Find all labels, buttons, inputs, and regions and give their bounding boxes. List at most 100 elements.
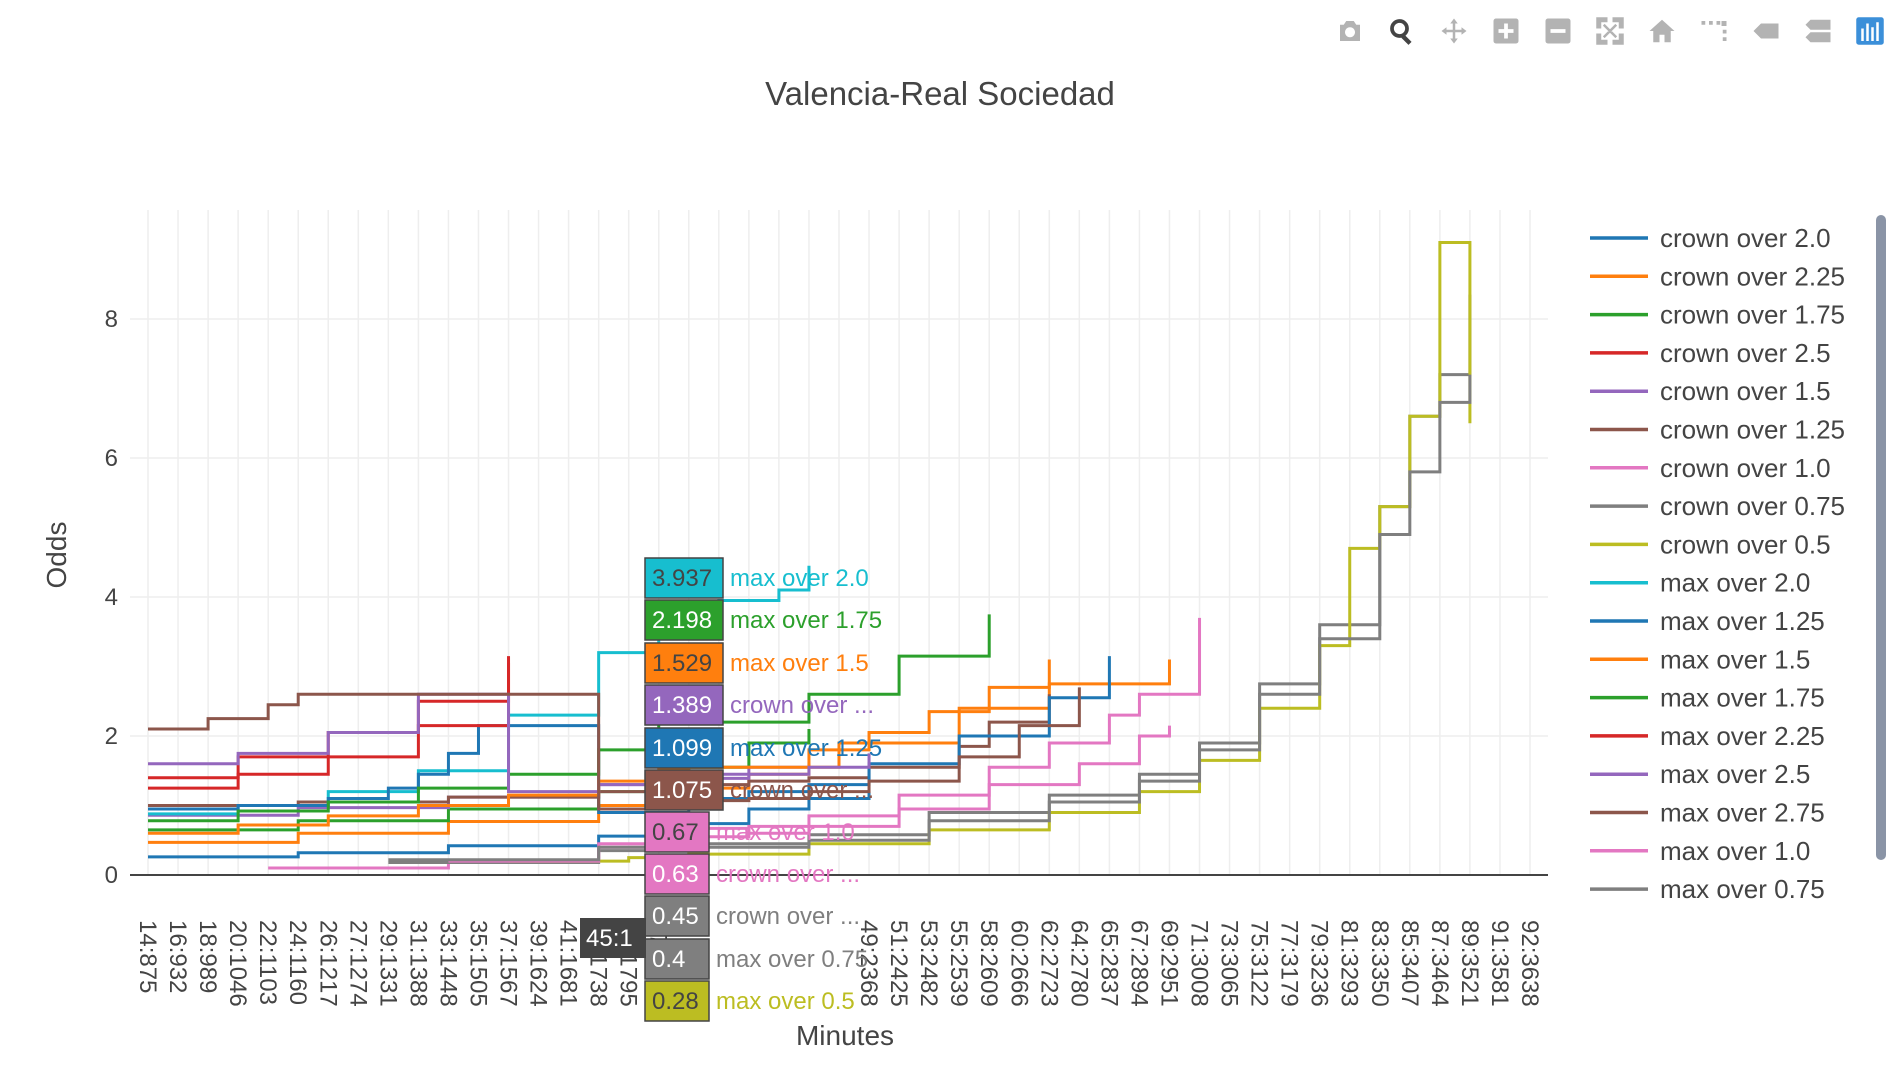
hover-label-name: max over 0.75: [716, 946, 868, 973]
hover-label-name: crown over ...: [716, 903, 860, 930]
hover-label-value: 0.67: [652, 819, 699, 846]
legend-item-label[interactable]: crown over 1.5: [1660, 376, 1831, 406]
x-tick-label: 60:2666: [1005, 920, 1032, 1007]
y-tick-label: 0: [105, 862, 118, 889]
x-tick-label: 85:3407: [1396, 920, 1423, 1007]
autoscale-icon[interactable]: [1593, 14, 1627, 48]
hover-label: 1.099 max over 1.25: [644, 727, 882, 769]
x-hover-text: 45:1: [586, 925, 633, 952]
legend-item-label[interactable]: max over 2.5: [1660, 759, 1810, 789]
hover-label-value: 1.389: [652, 692, 712, 719]
legend-scrollbar[interactable]: [1876, 215, 1886, 860]
legend-item-label[interactable]: crown over 0.75: [1660, 491, 1845, 521]
legend-item-label[interactable]: max over 2.75: [1660, 798, 1825, 828]
legend-item-label[interactable]: max over 2.0: [1660, 568, 1810, 598]
hover-label-value: 0.45: [652, 903, 699, 930]
hover-label-name: max over 2.0: [730, 565, 869, 592]
legend[interactable]: crown over 2.0 crown over 2.25 crown over …: [1590, 223, 1845, 904]
x-tick-label: 81:3293: [1336, 920, 1363, 1007]
x-tick-label: 27:1274: [344, 920, 371, 1007]
x-tick-label: 67:2894: [1125, 920, 1152, 1007]
legend-item-label[interactable]: crown over 2.0: [1660, 223, 1831, 253]
y-tick-label: 6: [105, 445, 118, 472]
hover-label: 3.937 max over 2.0: [644, 557, 869, 599]
x-tick-label: 49:2368: [855, 920, 882, 1007]
hover-label-name: max over 0.5: [716, 988, 855, 1015]
series-line[interactable]: [148, 694, 1051, 807]
hover-label-value: 1.529: [652, 650, 712, 677]
legend-item-label[interactable]: max over 1.25: [1660, 606, 1825, 636]
series-line[interactable]: [148, 663, 511, 790]
legend-item-label[interactable]: max over 1.5: [1660, 644, 1810, 674]
x-tick-label: 89:3521: [1456, 920, 1483, 1007]
y-axis-ticks: 0 2 4 6 8: [105, 306, 118, 889]
legend-item-label[interactable]: crown over 2.25: [1660, 261, 1845, 291]
legend-item-label[interactable]: crown over 1.25: [1660, 415, 1845, 445]
x-tick-label: 24:1160: [284, 920, 311, 1005]
hover-label-box: [644, 642, 724, 684]
hover-label-box: [644, 599, 724, 641]
hover-label-box: [644, 980, 710, 1022]
legend-item-label[interactable]: crown over 2.5: [1660, 338, 1831, 368]
hover-label-name: max over 1.5: [730, 650, 869, 677]
x-tick-label: 92:3638: [1516, 920, 1543, 1007]
spike-lines-icon[interactable]: [1697, 14, 1731, 48]
x-tick-label: 71:3008: [1186, 920, 1213, 1007]
x-tick-label: 91:3581: [1486, 920, 1513, 1007]
y-tick-label: 8: [105, 306, 118, 333]
hover-label-box: [644, 811, 710, 853]
camera-icon[interactable]: [1333, 14, 1367, 48]
x-tick-label: 62:2723: [1035, 920, 1062, 1007]
home-icon[interactable]: [1645, 14, 1679, 48]
x-hover-box: [580, 918, 646, 958]
x-tick-label: 18:989: [194, 920, 221, 993]
legend-item-label[interactable]: max over 1.75: [1660, 683, 1825, 713]
series-line[interactable]: [148, 687, 1081, 811]
series-line[interactable]: [148, 656, 1111, 814]
legend-item-label[interactable]: max over 1.0: [1660, 836, 1810, 866]
y-axis-title: Odds: [41, 522, 72, 589]
hover-label-value: 3.937: [652, 565, 712, 592]
legend-item-label[interactable]: max over 2.25: [1660, 721, 1825, 751]
x-tick-label: 37:1567: [495, 920, 522, 1007]
legend-item-label[interactable]: crown over 1.75: [1660, 300, 1845, 330]
x-tick-label: 26:1217: [314, 920, 341, 1007]
zoom-in-icon[interactable]: [1489, 14, 1523, 48]
y-tick-label: 2: [105, 723, 118, 750]
hover-label-name: crown over ...: [716, 861, 860, 888]
x-tick-label: 69:2951: [1155, 920, 1182, 1007]
zoom-out-icon[interactable]: [1541, 14, 1575, 48]
x-hover-label: 45:1: [580, 918, 646, 958]
series-line[interactable]: [388, 374, 1472, 862]
x-tick-label: 75:3122: [1246, 920, 1273, 1007]
x-tick-label: 58:2609: [975, 920, 1002, 1007]
hover-compare-icon[interactable]: [1801, 14, 1835, 48]
zoom-icon[interactable]: [1385, 14, 1419, 48]
legend-item-label[interactable]: max over 0.75: [1660, 874, 1825, 904]
hover-label-name: crown over ...: [730, 777, 874, 804]
x-axis-title: Minutes: [796, 1020, 894, 1051]
hover-label-box: [644, 557, 724, 599]
x-tick-label: 77:3179: [1276, 920, 1303, 1007]
legend-item-label[interactable]: crown over 1.0: [1660, 453, 1831, 483]
hover-label-value: 1.099: [652, 735, 712, 762]
hover-label: 0.28 max over 0.5: [644, 980, 855, 1022]
x-tick-label: 55:2539: [945, 920, 972, 1007]
x-tick-label: 79:3236: [1306, 920, 1333, 1007]
grid-lines: [130, 210, 1548, 875]
hover-label: 0.4 max over 0.75: [644, 938, 868, 980]
hover-label: 0.63 crown over ...: [644, 853, 860, 895]
hover-label-box: [644, 684, 724, 726]
hover-label-box: [644, 853, 710, 895]
hover-label-name: max over 1.75: [730, 607, 882, 634]
hover-label: 1.075 crown over ...: [644, 769, 874, 811]
x-tick-label: 20:1046: [224, 920, 251, 1007]
hover-closest-icon[interactable]: [1749, 14, 1783, 48]
x-tick-label: 22:1103: [254, 920, 281, 1005]
y-tick-label: 4: [105, 584, 118, 611]
pan-icon[interactable]: [1437, 14, 1471, 48]
plotly-logo-icon[interactable]: [1853, 14, 1887, 48]
legend-item-label[interactable]: crown over 0.5: [1660, 529, 1831, 559]
hover-label-box: [644, 895, 710, 937]
